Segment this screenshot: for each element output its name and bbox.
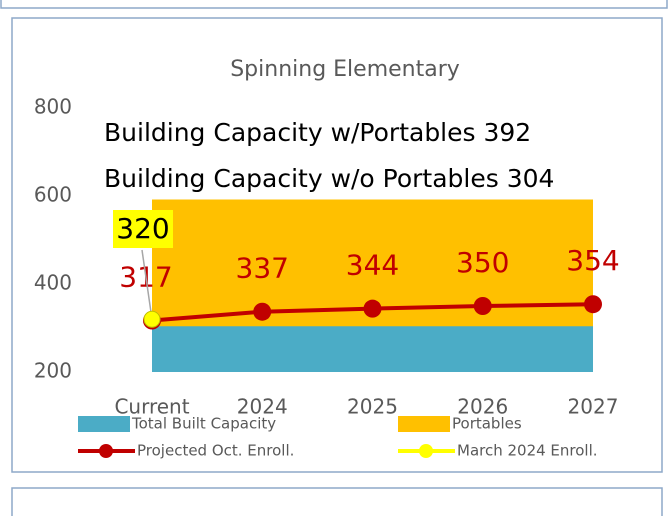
y-tick-label: 800	[34, 95, 72, 119]
previous-frame	[0, 0, 668, 9]
next-frame	[11, 487, 663, 516]
data-label-group: 320	[113, 210, 173, 320]
y-tick-label: 200	[34, 359, 72, 383]
data-label: 354	[566, 244, 619, 277]
legend-marker	[419, 444, 433, 458]
marker	[584, 295, 602, 314]
area	[152, 199, 593, 327]
data-label: 320	[116, 212, 169, 245]
y-tick-label: 400	[34, 271, 72, 295]
leader-line	[141, 249, 153, 320]
legend-label: March 2024 Enroll.	[457, 442, 598, 460]
marker	[253, 302, 272, 321]
legend-label: Projected Oct. Enroll.	[137, 442, 294, 460]
data-label-bg	[113, 210, 173, 248]
legend-swatch	[78, 416, 130, 432]
data-label: 337	[236, 252, 289, 285]
x-tick-label: Current	[114, 395, 189, 419]
x-tick-label: 2025	[347, 395, 398, 419]
legend-label: Portables	[452, 415, 522, 433]
legend-swatch	[398, 416, 450, 432]
annotation: Building Capacity w/o Portables 304	[104, 164, 554, 193]
data-label: 350	[456, 246, 509, 279]
x-tick-label: 2026	[457, 395, 508, 419]
x-tick-label: 2024	[237, 395, 288, 419]
chart-title: Spinning Elementary	[230, 57, 460, 82]
marker	[473, 297, 492, 315]
legend-marker	[99, 444, 113, 458]
legend-label: Total Built Capacity	[131, 415, 276, 433]
y-tick-label: 600	[34, 183, 72, 207]
marker	[143, 310, 161, 328]
x-tick-label: 2027	[568, 395, 619, 419]
data-label: 344	[346, 249, 399, 282]
annotation: Building Capacity w/Portables 392	[104, 118, 531, 147]
marker	[363, 299, 382, 318]
